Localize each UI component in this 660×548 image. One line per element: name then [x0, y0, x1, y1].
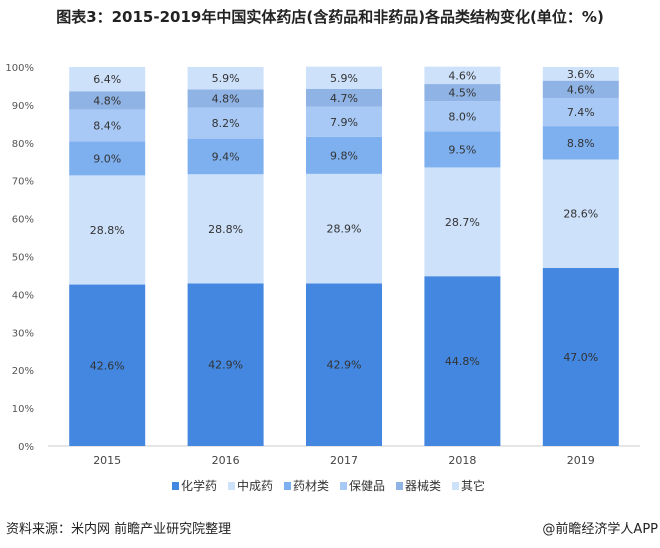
bar-segment	[424, 167, 501, 277]
bar-segment	[542, 98, 619, 127]
data-label: 7.9%	[330, 116, 358, 129]
data-label: 5.9%	[330, 72, 358, 85]
data-label: 4.6%	[567, 83, 595, 96]
legend-swatch	[284, 482, 291, 490]
data-label: 28.8%	[90, 224, 125, 237]
legend-label: 器械类	[405, 478, 441, 493]
bar-segment	[542, 67, 619, 81]
bar-segment	[69, 141, 146, 176]
data-label: 9.8%	[330, 149, 358, 162]
x-tick-label: 2019	[567, 454, 595, 467]
data-label: 9.4%	[212, 150, 240, 163]
bar-segment	[542, 126, 619, 160]
y-tick-label: 60%	[12, 215, 34, 226]
x-tick-label: 2015	[93, 454, 121, 467]
data-label: 28.9%	[327, 223, 362, 236]
bar-segment	[306, 66, 382, 89]
legend-swatch	[228, 482, 235, 490]
bar-segment	[187, 138, 264, 175]
bar-segment	[424, 84, 501, 102]
bar-segment	[424, 276, 501, 446]
data-label: 28.7%	[445, 216, 480, 229]
data-label: 6.4%	[93, 73, 121, 86]
data-label: 7.4%	[567, 106, 595, 119]
bar-segment	[424, 131, 501, 168]
bar-segment	[424, 101, 501, 132]
data-label: 47.0%	[563, 351, 598, 364]
y-tick-label: 0%	[18, 442, 34, 453]
y-tick-label: 80%	[12, 139, 34, 150]
legend-label: 保健品	[349, 479, 385, 493]
data-label: 8.8%	[567, 137, 595, 150]
legend-label: 其它	[461, 478, 485, 493]
source-note: 资料来源：米内网 前瞻产业研究院整理	[6, 522, 232, 537]
data-label: 28.8%	[208, 223, 243, 236]
legend-swatch	[340, 482, 347, 490]
bar-segment	[306, 283, 382, 446]
x-tick-label: 2018	[448, 454, 476, 467]
bar-segment	[187, 283, 264, 446]
bar-segment	[424, 66, 501, 85]
bar-segment	[187, 107, 264, 139]
data-label: 4.8%	[212, 92, 240, 105]
bar-segment	[306, 136, 382, 174]
data-label: 8.4%	[93, 119, 121, 132]
legend-label: 化学药	[181, 478, 217, 493]
bar-segment	[187, 174, 264, 284]
bar-segment	[69, 67, 146, 92]
bar-segment	[306, 173, 382, 284]
y-tick-label: 50%	[12, 253, 34, 264]
x-tick-label: 2016	[212, 454, 240, 467]
bar-segment	[542, 80, 619, 99]
bar-segment	[306, 88, 382, 107]
legend-label: 中成药	[237, 478, 273, 493]
bar-segment	[69, 175, 146, 285]
y-tick-label: 70%	[12, 177, 34, 188]
data-label: 4.7%	[330, 92, 358, 105]
data-label: 4.6%	[448, 69, 476, 82]
data-label: 28.6%	[563, 208, 598, 221]
bar-segment	[69, 91, 146, 110]
data-label: 8.2%	[212, 117, 240, 130]
x-tick-label: 2017	[330, 454, 358, 467]
data-label: 4.8%	[93, 94, 121, 107]
data-label: 4.5%	[448, 87, 476, 100]
y-tick-label: 90%	[12, 101, 34, 112]
data-label: 9.5%	[448, 143, 476, 156]
bar-segment	[69, 109, 146, 142]
bar-segment	[542, 267, 619, 446]
y-tick-label: 30%	[12, 328, 34, 339]
y-tick-label: 40%	[12, 290, 34, 301]
data-label: 5.9%	[212, 72, 240, 85]
legend-label: 药材类	[293, 479, 329, 493]
brand-label: @前瞻经济学人APP	[542, 522, 658, 537]
legend-swatch	[452, 482, 459, 490]
data-label: 42.9%	[327, 359, 362, 372]
chart-title: 图表3：2015-2019年中国实体药店(含药品和非药品)各品类结构变化(单位：…	[56, 8, 604, 26]
data-label: 8.0%	[448, 110, 476, 123]
y-tick-label: 20%	[12, 366, 34, 377]
y-tick-label: 100%	[5, 63, 34, 74]
bar-segment	[187, 89, 264, 108]
bar-segment	[306, 106, 382, 137]
data-label: 3.6%	[567, 68, 595, 81]
data-label: 42.6%	[90, 359, 125, 372]
data-label: 42.9%	[208, 359, 243, 372]
data-label: 44.8%	[445, 355, 480, 368]
bar-segment	[69, 284, 146, 446]
bar-segment	[187, 67, 264, 90]
bar-segment	[542, 159, 619, 268]
legend-swatch	[172, 482, 179, 490]
data-label: 9.0%	[93, 152, 121, 165]
legend-swatch	[396, 482, 403, 490]
y-tick-label: 10%	[12, 404, 34, 415]
